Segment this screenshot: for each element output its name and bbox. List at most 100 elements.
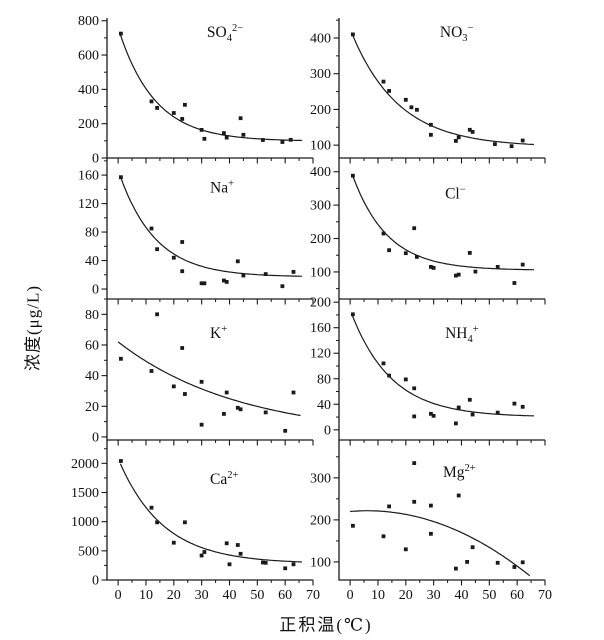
data-point [149,369,154,373]
data-point [387,89,391,93]
data-point [224,541,229,546]
panel-title-no3: NO3− [440,23,474,44]
data-point [241,273,246,278]
panel-nh4: 0 40 80 120 160 200 NH4+ [310,296,546,446]
data-point [381,231,386,236]
panel-title-na: Na+ [210,179,234,197]
fit-curve-ca [119,463,302,563]
data-point [495,265,500,269]
x-tick-label: 40 [222,588,236,603]
data-point [473,269,478,274]
data-point [171,255,176,260]
y-tick-label: 1500 [71,486,99,501]
x-tick-label: 70 [538,588,552,603]
data-point [467,251,472,255]
data-point [263,272,268,276]
y-tick-label: 300 [310,471,331,486]
y-tick-label: 120 [78,197,99,212]
data-point [470,545,475,550]
data-point [456,405,461,410]
data-point [199,553,204,558]
y-tick-label: 100 [310,555,331,570]
data-point [283,428,288,433]
data-point [224,280,229,284]
y-tick-label: 80 [317,372,331,387]
data-point [415,107,419,112]
data-point [155,520,159,525]
data-point [454,273,458,278]
fit-curve-k [117,341,301,417]
y-tick-label: 600 [78,49,99,64]
panel-title-k: K+ [210,324,227,342]
data-point [288,137,293,142]
x-tick-label: 10 [371,588,385,603]
data-point [263,410,268,415]
data-point [183,102,187,107]
fit-curve-nh4 [351,315,534,417]
data-point [381,534,386,539]
panel-na: 0 40 80 120 160 Na+ [78,158,314,305]
y-tick-label: 160 [310,321,331,336]
x-tick-label: 0 [115,588,122,603]
data-point [431,266,436,270]
data-point [261,138,265,142]
data-point [222,131,226,135]
y-tick-label: 40 [317,398,331,413]
fit-curve-no3 [351,34,534,146]
data-point [429,122,433,127]
data-point [520,138,525,143]
x-tick-label: 60 [278,588,292,603]
y-tick-label: 300 [310,67,331,82]
data-point [155,106,159,110]
data-point [454,139,458,143]
x-tick-label: 40 [454,588,468,603]
data-point [495,410,500,415]
y-tick-label: 200 [310,103,331,118]
data-point [280,284,285,289]
fit-curve-na [119,176,302,277]
data-point [520,560,525,565]
data-point [202,136,207,141]
data-point [465,560,469,564]
data-point [431,413,436,418]
data-point [224,390,229,395]
x-tick-label: 0 [347,588,354,603]
panel-mg: 100 200 300 0 10 20 30 40 50 60 70 Mg2+ [310,440,552,603]
data-point [412,386,417,391]
x-tick-label: 70 [306,588,320,603]
data-point [180,269,185,274]
data-point [415,255,419,259]
y-tick-label: 0 [92,283,99,298]
y-axis-title: 浓度(μg/L) [23,284,43,372]
y-tick-label: 0 [92,574,99,589]
data-point [222,278,226,283]
fit-curve-cl [351,174,534,271]
data-point [351,523,355,528]
data-point [224,135,229,140]
y-tick-label: 400 [78,83,99,98]
data-point [454,566,458,571]
data-point [235,405,240,410]
y-tick-label: 0 [324,423,331,438]
panel-title-mg: Mg2+ [443,463,476,481]
data-point [429,503,433,508]
data-point [291,562,296,567]
data-point [238,551,243,556]
x-tick-label: 30 [427,588,441,603]
y-tick-label: 2000 [71,457,99,472]
panel-title-ca: Ca2+ [210,470,238,488]
data-point [227,562,232,567]
data-point [495,560,500,565]
y-tick-label: 0 [92,430,99,445]
y-tick-label: 1000 [71,515,99,530]
y-tick-label: 160 [78,169,99,184]
data-point [403,377,408,382]
data-point [351,173,355,178]
fit-curve-so4 [119,34,302,142]
data-point [202,550,207,554]
y-tick-label: 80 [85,308,99,323]
data-point [119,175,123,180]
data-point [470,412,475,417]
y-tick-label: 200 [310,232,331,247]
